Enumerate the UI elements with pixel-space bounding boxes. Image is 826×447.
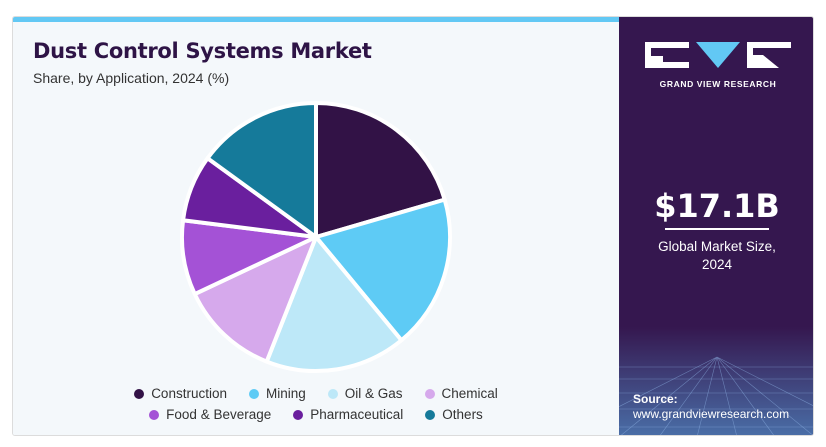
grid-decoration bbox=[619, 327, 813, 435]
market-size-label-line1: Global Market Size, bbox=[658, 239, 776, 254]
brand-name: GRAND VIEW RESEARCH bbox=[659, 79, 777, 89]
chart-card: Dust Control Systems Market Share, by Ap… bbox=[12, 16, 814, 436]
market-size-underline bbox=[665, 228, 769, 230]
legend-label: Others bbox=[442, 407, 483, 422]
brand-logo: GRAND VIEW RESEARCH bbox=[645, 42, 791, 89]
pie-chart bbox=[180, 101, 452, 373]
legend-swatch bbox=[248, 388, 259, 399]
legend-row: Construction Mining Oil & Gas Chemical bbox=[13, 383, 619, 404]
chart-subtitle: Share, by Application, 2024 (%) bbox=[33, 70, 230, 86]
legend-swatch bbox=[327, 388, 338, 399]
legend-item: Others bbox=[425, 407, 483, 422]
chart-title: Dust Control Systems Market bbox=[33, 39, 372, 63]
market-size-label-line2: 2024 bbox=[701, 257, 733, 272]
pie-slice-construction bbox=[314, 101, 447, 239]
legend-item: Mining bbox=[248, 386, 306, 401]
legend-item: Food & Beverage bbox=[149, 407, 271, 422]
legend-label: Construction bbox=[151, 386, 227, 401]
pie-slice-oil-gas bbox=[264, 235, 404, 373]
source-label: Source: bbox=[633, 392, 678, 406]
legend-item: Oil & Gas bbox=[327, 386, 403, 401]
legend-label: Oil & Gas bbox=[344, 386, 403, 401]
market-size-value: $17.1B bbox=[654, 187, 780, 225]
legend-label: Mining bbox=[265, 386, 306, 401]
legend-label: Chemical bbox=[441, 386, 498, 401]
legend-label: Pharmaceutical bbox=[310, 407, 404, 422]
pie-slice-others bbox=[205, 101, 318, 239]
pie-slice-chemical bbox=[192, 235, 318, 364]
legend-swatch bbox=[134, 388, 145, 399]
top-accent-bar bbox=[13, 17, 619, 22]
legend-swatch bbox=[149, 409, 160, 420]
source-note: Source: www.grandviewresearch.com bbox=[633, 392, 789, 422]
legend-swatch bbox=[293, 409, 304, 420]
legend-swatch bbox=[424, 388, 435, 399]
legend-item: Chemical bbox=[424, 386, 498, 401]
pie-slice-mining bbox=[314, 197, 452, 343]
source-url[interactable]: www.grandviewresearch.com bbox=[633, 407, 790, 421]
chart-legend: Construction Mining Oil & Gas Chemical Food… bbox=[13, 383, 619, 425]
market-size-label: Global Market Size, 2024 bbox=[619, 238, 813, 274]
legend-item: Construction bbox=[134, 386, 227, 401]
gvr-logo-icon bbox=[645, 42, 791, 68]
legend-swatch bbox=[425, 409, 436, 420]
legend-label: Food & Beverage bbox=[166, 407, 272, 422]
market-summary-panel: GRAND VIEW RESEARCH $17.1B Global Market… bbox=[619, 17, 813, 435]
legend-item: Pharmaceutical bbox=[293, 407, 403, 422]
legend-row: Food & Beverage Pharmaceutical Others bbox=[13, 404, 619, 425]
chart-panel: Dust Control Systems Market Share, by Ap… bbox=[13, 17, 619, 435]
